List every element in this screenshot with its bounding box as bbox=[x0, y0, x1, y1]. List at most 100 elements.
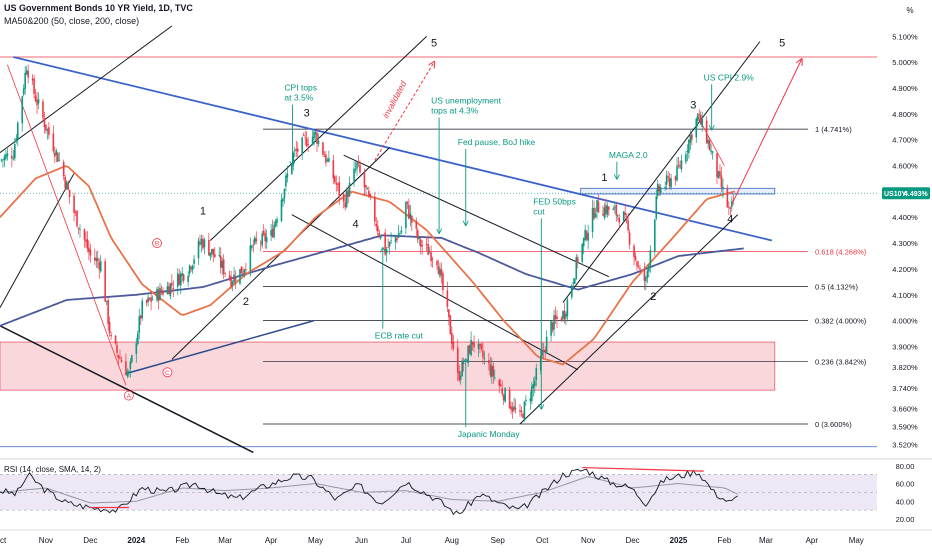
candle-body bbox=[313, 131, 315, 139]
candle bbox=[129, 357, 132, 378]
fib-label-2: 0.5 (4.132%) bbox=[815, 283, 858, 292]
candle bbox=[655, 189, 658, 221]
candle-body bbox=[262, 231, 265, 235]
rsi-layer: RSI (14, close, SMA, 14, 2) bbox=[0, 465, 877, 516]
candle bbox=[147, 292, 149, 307]
candle bbox=[176, 268, 179, 296]
candle-body bbox=[689, 135, 692, 143]
y-tick-label-11: 3.900% bbox=[892, 342, 918, 351]
candle bbox=[419, 237, 422, 255]
x-tick-label-8: Jun bbox=[355, 536, 368, 545]
wave-label-8: 4 bbox=[727, 213, 733, 225]
candle bbox=[553, 309, 555, 337]
candle bbox=[710, 143, 712, 155]
candle bbox=[451, 326, 453, 350]
candle bbox=[699, 111, 702, 125]
candle bbox=[116, 341, 118, 358]
candle bbox=[89, 243, 92, 263]
candle-body bbox=[532, 384, 535, 388]
candle-body bbox=[576, 257, 579, 263]
candle-body bbox=[188, 265, 191, 274]
candle-body bbox=[560, 318, 563, 321]
candle-body bbox=[131, 355, 133, 362]
candle bbox=[311, 130, 314, 146]
wave-label-6: 2 bbox=[650, 291, 656, 303]
candle bbox=[301, 136, 304, 160]
candle-body bbox=[468, 345, 471, 354]
y-tick-label-6: 4.400% bbox=[892, 213, 918, 222]
fib-layer: 1 (4.741%) 0.618 (4.268%) 0.5 (4.132%) 0.38… bbox=[263, 125, 867, 429]
candle-body bbox=[508, 389, 511, 409]
candle bbox=[62, 159, 65, 181]
candle-body bbox=[533, 380, 536, 387]
candle-body bbox=[347, 191, 349, 197]
candle-body bbox=[366, 188, 369, 190]
candle-body bbox=[674, 176, 677, 181]
candle bbox=[307, 136, 309, 153]
candle-body bbox=[218, 255, 221, 256]
candle-body bbox=[541, 350, 543, 356]
candle-body bbox=[373, 196, 376, 222]
candle-body bbox=[265, 236, 268, 243]
candle bbox=[634, 252, 637, 262]
candle bbox=[54, 146, 56, 163]
candle-body bbox=[119, 357, 121, 359]
candle bbox=[477, 339, 480, 358]
candle-body bbox=[55, 150, 58, 155]
candle-body bbox=[699, 114, 702, 125]
candle-body bbox=[24, 72, 26, 89]
candle-body bbox=[419, 239, 422, 247]
candle-body bbox=[499, 384, 502, 387]
candle-body bbox=[437, 266, 440, 275]
candle-body bbox=[325, 154, 327, 163]
candle-body bbox=[56, 152, 59, 162]
candle-body bbox=[52, 133, 55, 152]
candle bbox=[45, 124, 47, 134]
candle bbox=[305, 131, 308, 148]
candle-body bbox=[722, 186, 724, 190]
candle bbox=[119, 349, 121, 360]
candle bbox=[695, 117, 698, 143]
candle-body bbox=[338, 181, 341, 197]
candle-body bbox=[608, 206, 610, 210]
candle bbox=[286, 165, 289, 183]
wave-labels-layer: 1 2 3 4 5 1 2 3 4 5 A B C bbox=[123, 38, 785, 401]
candle-body bbox=[255, 238, 258, 242]
candle-body bbox=[685, 154, 687, 163]
candle bbox=[21, 95, 24, 132]
projection-0 bbox=[731, 60, 802, 205]
candle-body bbox=[575, 257, 578, 279]
x-tick-label-19: May bbox=[849, 536, 864, 545]
candle-body bbox=[148, 298, 151, 300]
candle bbox=[522, 412, 524, 419]
candle-body bbox=[88, 247, 90, 253]
candle-body bbox=[302, 134, 305, 136]
candle-body bbox=[145, 300, 148, 303]
candle-body bbox=[252, 244, 255, 246]
candle bbox=[582, 237, 585, 255]
candle-body bbox=[254, 237, 256, 244]
candle-body bbox=[399, 233, 401, 235]
candle bbox=[222, 254, 225, 280]
candle bbox=[304, 130, 306, 146]
candle bbox=[52, 125, 55, 154]
candle bbox=[387, 238, 389, 249]
candle-body bbox=[6, 153, 9, 157]
candle-body bbox=[625, 217, 628, 221]
candle-body bbox=[688, 140, 690, 154]
candle bbox=[397, 224, 400, 239]
candle-body bbox=[665, 175, 668, 185]
candle bbox=[670, 174, 672, 190]
candle bbox=[58, 152, 61, 162]
candle bbox=[531, 382, 533, 405]
candle bbox=[239, 268, 241, 286]
candle bbox=[551, 321, 554, 333]
candle-body bbox=[197, 240, 200, 259]
projection-1 bbox=[374, 62, 434, 161]
candle bbox=[442, 271, 444, 296]
candle-body bbox=[286, 173, 289, 178]
candle-body bbox=[125, 361, 127, 376]
candle bbox=[624, 204, 626, 219]
